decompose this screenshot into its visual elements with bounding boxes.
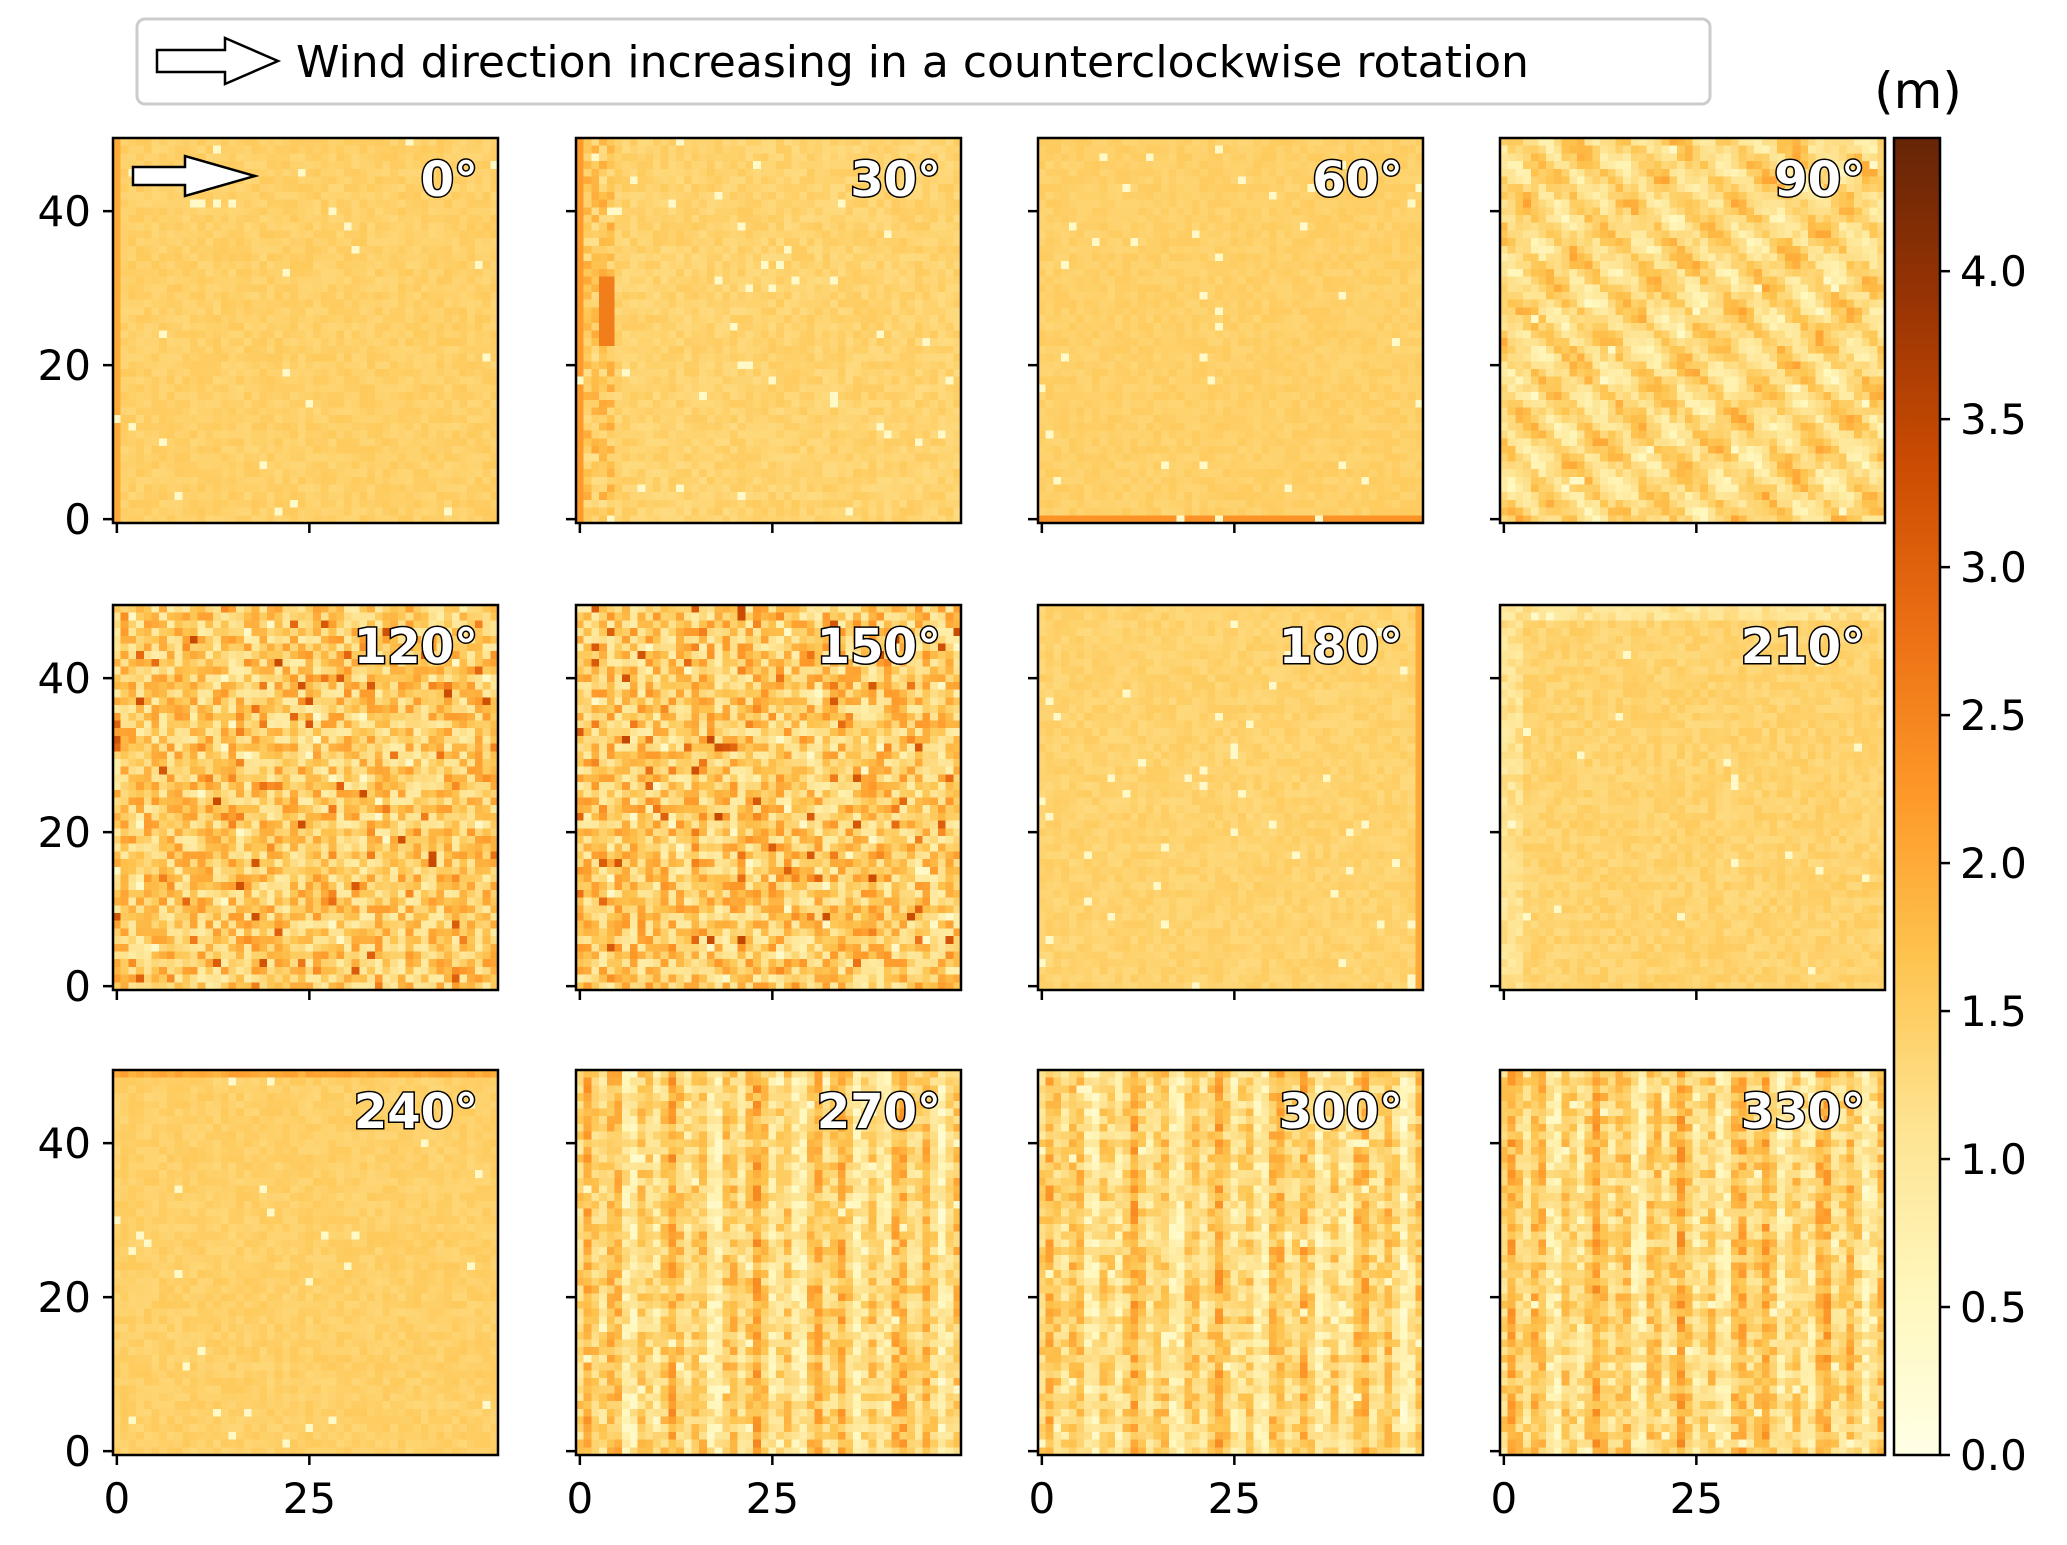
y-tick-label: 20: [38, 1273, 91, 1322]
legend-box: Wind direction increasing in a countercl…: [135, 17, 1712, 106]
arrow-right-icon: [155, 36, 282, 86]
panel-label: 240°: [354, 1084, 478, 1140]
y-tick-label: 20: [38, 341, 91, 390]
panel-frame: [574, 136, 963, 525]
panel-frame: [111, 136, 500, 525]
colorbar-tick-label: 3.5: [1960, 395, 2027, 444]
heatmap-cells: [1500, 138, 1885, 523]
heatmap-cells: [576, 605, 961, 990]
heatmap-cells: [576, 1070, 961, 1455]
x-tick-label: 25: [283, 1474, 336, 1523]
panel-180deg: 180°: [1028, 603, 1425, 1000]
x-tick-label: 25: [1208, 1474, 1261, 1523]
heatmap-cells: [1500, 1070, 1885, 1455]
colorbar-unit: (m): [1874, 62, 1962, 120]
panel-frame: [1498, 1068, 1887, 1457]
panel-30deg: 30°: [566, 136, 963, 533]
panel-frame: [574, 1068, 963, 1457]
legend-frame: [135, 17, 1712, 106]
x-tick-label: 0: [103, 1474, 130, 1523]
y-tick-label: 0: [64, 495, 91, 544]
panel-frame: [574, 603, 963, 992]
panel-grid: 0 20 40 0° 30° 60° 90° 0 20 40 120° 150° 180° 210° 0 20…: [38, 136, 1887, 1523]
colorbar-tick-label: 1.0: [1960, 1135, 2027, 1184]
x-tick-label: 25: [1670, 1474, 1723, 1523]
legend-label: Wind direction increasing in a countercl…: [296, 37, 1529, 88]
panel-label: 330°: [1741, 1084, 1865, 1140]
panel-150deg: 150°: [566, 603, 963, 1000]
x-tick-label: 0: [1028, 1474, 1055, 1523]
panel-label: 120°: [354, 619, 478, 675]
x-tick-label: 0: [566, 1474, 593, 1523]
panel-frame: [1498, 136, 1887, 525]
y-tick-label: 40: [38, 187, 91, 236]
heatmap-cells: [1500, 605, 1885, 990]
y-tick-label: 40: [38, 1119, 91, 1168]
y-tick-label: 0: [64, 1427, 91, 1476]
panel-90deg: 90°: [1490, 136, 1887, 533]
colorbar-tick-label: 3.0: [1960, 543, 2027, 592]
heatmap-cells: [1038, 1070, 1423, 1455]
heatmap-cells: [113, 1070, 498, 1455]
panel-label: 60°: [1312, 152, 1403, 208]
heatmap-cells: [113, 605, 498, 990]
panel-label: 30°: [850, 152, 941, 208]
panel-frame: [1498, 603, 1887, 992]
panel-frame: [1036, 136, 1425, 525]
panel-240deg: 0 20 40 0 25 240°: [38, 1068, 500, 1523]
panel-label: 0°: [421, 152, 478, 208]
y-tick-label: 40: [38, 654, 91, 703]
panel-frame: [111, 603, 500, 992]
colorbar-tick-label: 0.5: [1960, 1283, 2027, 1332]
colorbar: (m) 0.0 0.5 1.0 1.5 2.0 2.5 3.0 3.5 4.0: [1874, 62, 2027, 1480]
colorbar-tick-label: 2.5: [1960, 691, 2027, 740]
panel-label: 150°: [817, 619, 941, 675]
colorbar-tick-label: 4.0: [1960, 247, 2027, 296]
panel-label: 180°: [1279, 619, 1403, 675]
colorbar-tick-label: 0.0: [1960, 1431, 2027, 1480]
panel-label: 300°: [1279, 1084, 1403, 1140]
heatmap-cells: [113, 138, 498, 523]
colorbar-tick-label: 1.5: [1960, 987, 2027, 1036]
colorbar-gradient: [1892, 136, 1942, 1457]
panel-frame: [1036, 1068, 1425, 1457]
panel-210deg: 210°: [1490, 603, 1887, 1000]
panel-120deg: 0 20 40 120°: [38, 603, 500, 1011]
y-tick-label: 20: [38, 808, 91, 857]
heatmap-cells: [576, 138, 961, 523]
panel-330deg: 0 25 330°: [1490, 1068, 1887, 1523]
heatmap-cells: [1038, 138, 1423, 523]
panel-label: 90°: [1774, 152, 1865, 208]
x-tick-label: 0: [1490, 1474, 1517, 1523]
panel-label: 210°: [1741, 619, 1865, 675]
x-tick-label: 25: [746, 1474, 799, 1523]
panel-60deg: 60°: [1028, 136, 1425, 533]
panel-frame: [1036, 603, 1425, 992]
heatmap-cells: [1038, 605, 1423, 990]
panel-0deg: 0 20 40 0°: [38, 136, 500, 544]
panel-270deg: 0 25 270°: [566, 1068, 963, 1523]
panel-frame: [111, 1068, 500, 1457]
panel-label: 270°: [817, 1084, 941, 1140]
y-tick-label: 0: [64, 962, 91, 1011]
panel-300deg: 0 25 300°: [1028, 1068, 1425, 1523]
wind-arrow-icon: [131, 154, 260, 198]
colorbar-tick-label: 2.0: [1960, 839, 2027, 888]
